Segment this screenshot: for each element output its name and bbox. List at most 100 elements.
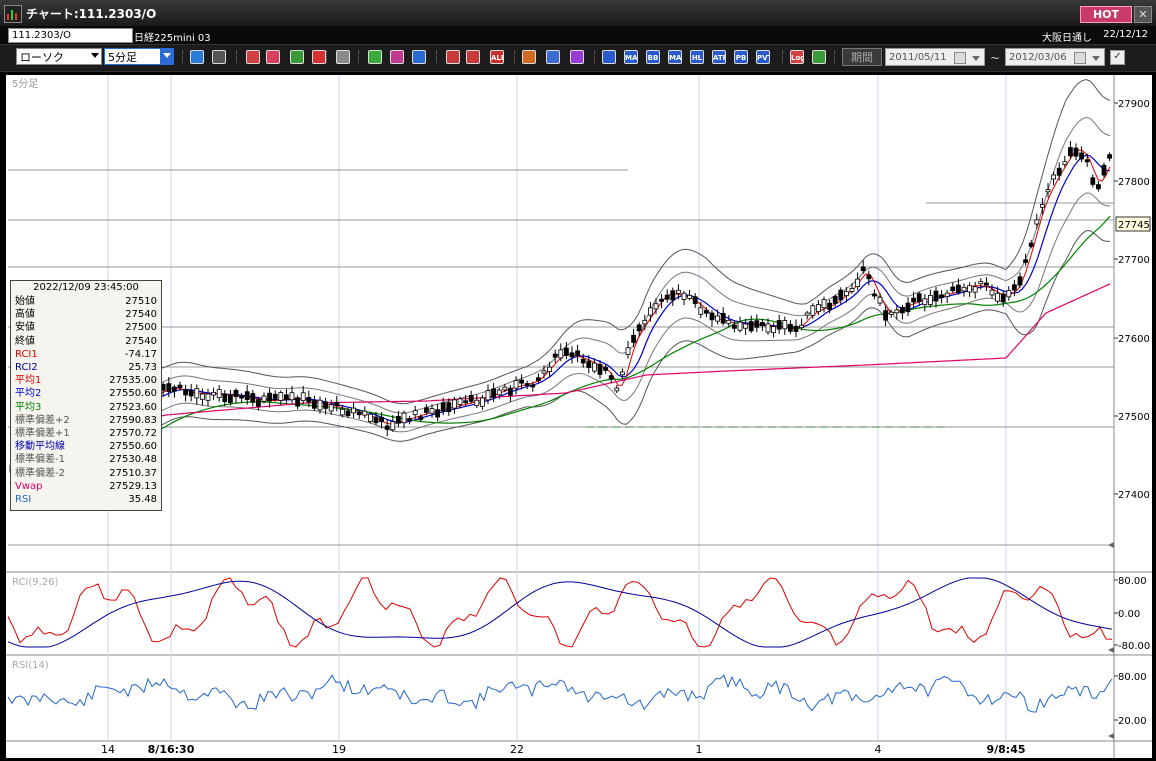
panel-row: 高値 27540 <box>15 309 159 321</box>
candle-body <box>900 307 905 314</box>
candle-body <box>1040 204 1045 208</box>
window-title: チャート:111.2303/O <box>26 7 157 21</box>
pvt-icon[interactable]: PVT <box>756 50 770 64</box>
magnify-2-icon[interactable] <box>266 50 280 64</box>
exit-icon[interactable] <box>812 50 826 64</box>
candle-body <box>345 410 351 417</box>
bar-remove-icon[interactable] <box>466 50 480 64</box>
chart-area[interactable]: 27900 27800 27700 27600 27500 27400 27745 5分足 RC… <box>6 75 1152 758</box>
pencil-icon[interactable] <box>368 50 382 64</box>
candle-body <box>732 324 737 329</box>
ma-icon[interactable]: MA <box>624 50 638 64</box>
candle-body <box>401 412 407 424</box>
chart-type-select[interactable]: ローソク <box>16 48 102 65</box>
warning-icon[interactable] <box>336 50 350 64</box>
time-axis-label: 1 <box>696 743 703 756</box>
candle-body <box>323 401 329 409</box>
candle-body <box>916 293 922 303</box>
bb-icon[interactable]: BB <box>646 50 660 64</box>
date-to-input[interactable]: 2012/03/06 <box>1005 48 1105 66</box>
candle-body <box>653 303 659 310</box>
toolbar-separator <box>436 51 439 63</box>
candle-body <box>474 399 480 407</box>
panel-row-value: 27510.37 <box>109 467 157 479</box>
chart-background <box>6 75 1152 758</box>
candle-body <box>608 375 614 380</box>
chart-view-icon[interactable] <box>290 50 304 64</box>
panel-row: RCI2 25.73 <box>15 362 159 374</box>
panel-row-label: 平均1 <box>15 375 42 387</box>
interval-select[interactable]: 5分足 <box>104 48 174 65</box>
symbol-code-input[interactable]: 111.2303/O <box>8 28 133 43</box>
close-button[interactable]: ✕ <box>1134 6 1152 23</box>
all-icon[interactable]: ALL <box>490 50 504 64</box>
hot-button[interactable]: HOT <box>1080 6 1132 23</box>
calendar-icon[interactable] <box>1074 52 1086 64</box>
redo-icon[interactable] <box>412 50 426 64</box>
hl-icon[interactable]: HL <box>690 50 704 64</box>
panel-row-value: -74.17 <box>124 348 157 360</box>
candle-body <box>334 401 340 406</box>
panel-row-value: 27510 <box>125 296 157 307</box>
atr-icon[interactable]: ATR <box>712 50 726 64</box>
candle-body <box>597 364 603 375</box>
chart-svg[interactable]: 27900 27800 27700 27600 27500 27400 27745 5分足 RC… <box>6 75 1152 758</box>
date-from-value: 2011/05/11 <box>889 52 947 63</box>
candle-body <box>373 416 379 424</box>
candle-body <box>211 391 217 396</box>
candle-body <box>676 289 681 294</box>
wrench-icon[interactable] <box>546 50 560 64</box>
candle-body <box>793 325 799 332</box>
candle-body <box>855 278 860 287</box>
candle-body <box>709 312 715 321</box>
price-label: 27700 <box>1118 255 1150 266</box>
bar-add-icon[interactable] <box>446 50 460 64</box>
candle-body <box>967 285 972 293</box>
period-button[interactable]: 期間 <box>842 48 882 66</box>
cursor-icon[interactable] <box>390 50 404 64</box>
candle-body <box>788 323 793 332</box>
date-from-input[interactable]: 2011/05/11 <box>885 48 985 66</box>
time-axis-label: 4 <box>875 743 882 756</box>
grid-icon[interactable] <box>602 50 616 64</box>
candle-body <box>1028 242 1034 247</box>
settings-icon[interactable] <box>522 50 536 64</box>
calendar-icon[interactable] <box>954 52 966 64</box>
panel-row-label: RCI1 <box>15 348 38 360</box>
candle-body <box>177 384 183 389</box>
rci-tick-label: 80.00 <box>1118 576 1147 587</box>
candle-body <box>698 307 704 315</box>
candle-body <box>491 388 497 398</box>
candle-body <box>311 400 317 409</box>
candle-body <box>216 389 222 398</box>
rci-tick-label: 0.00 <box>1118 609 1140 620</box>
palette-icon[interactable] <box>570 50 584 64</box>
mae-icon[interactable]: MAE <box>668 50 682 64</box>
download-icon[interactable] <box>246 50 260 64</box>
split-icon[interactable] <box>312 50 326 64</box>
current-price-box <box>1115 216 1151 232</box>
price-label: 27500 <box>1118 412 1150 423</box>
chevron-down-icon[interactable] <box>972 56 980 61</box>
log-icon[interactable]: Log <box>790 50 804 64</box>
toolbar-separator <box>326 51 329 63</box>
chevron-down-icon[interactable] <box>1092 56 1100 61</box>
rci2-line <box>7 577 1113 648</box>
apply-checkbox[interactable]: ✓ <box>1110 50 1125 65</box>
session-label: 大阪日通し <box>1042 33 1092 44</box>
zoom-icon[interactable] <box>190 50 204 64</box>
pb-icon[interactable]: PB <box>734 50 748 64</box>
bollinger-band-line <box>9 192 1111 490</box>
candle-body <box>720 312 726 324</box>
crosshair-icon[interactable] <box>212 50 226 64</box>
ohlc-info-panel: 2022/12/09 23:45:00 始値 27510 高値 27540 安値 2750… <box>10 280 162 511</box>
price-label: 27400 <box>1118 490 1150 501</box>
candle-body <box>771 326 776 334</box>
price-label: 27600 <box>1118 334 1150 345</box>
toolbar-separator <box>594 51 597 63</box>
toolbar-separator <box>834 51 837 63</box>
candle-body <box>183 389 189 396</box>
candle-body <box>328 404 334 412</box>
candle-body <box>636 324 642 332</box>
panel-row-label: 平均3 <box>15 401 42 413</box>
